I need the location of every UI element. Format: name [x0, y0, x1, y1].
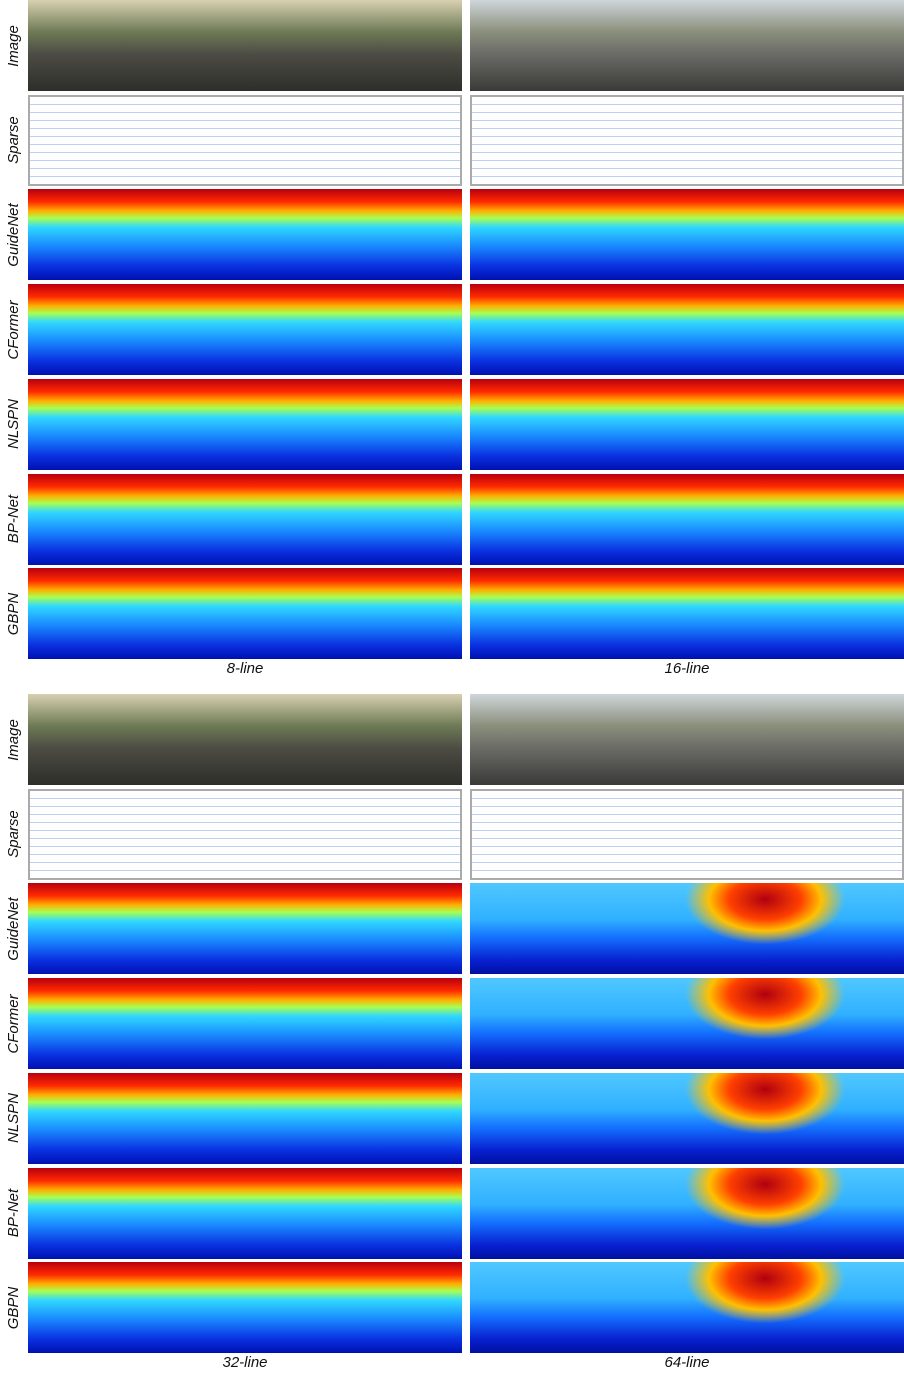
depth-map [28, 189, 462, 281]
depth-map [28, 568, 462, 660]
depth-map [470, 189, 904, 281]
row-label: CFormer [5, 300, 22, 360]
column-caption: 16-line [664, 659, 710, 677]
row-label: Image [5, 24, 22, 67]
sparse-map [28, 94, 462, 186]
row-label: GBPN [5, 1286, 22, 1329]
depth-map [470, 284, 904, 376]
depth-map [28, 284, 462, 376]
column-caption: 8-line [226, 659, 264, 677]
depth-map [470, 978, 904, 1070]
row-label: CFormer [5, 994, 22, 1054]
depth-map [28, 1167, 462, 1259]
row-label: GBPN [5, 592, 22, 635]
row-label: BP-Net [5, 1188, 22, 1238]
photo [470, 694, 904, 785]
depth-map [28, 1072, 462, 1164]
depth-map [28, 1262, 462, 1354]
row-label: Image [5, 718, 22, 761]
row-label: BP-Net [5, 494, 22, 544]
photo [470, 0, 904, 91]
column-caption: 32-line [222, 1353, 268, 1371]
depth-map [470, 883, 904, 975]
depth-map [28, 883, 462, 975]
row-label: Sparse [5, 810, 22, 858]
depth-map [28, 473, 462, 565]
depth-map [470, 1167, 904, 1259]
row-label: Sparse [5, 116, 22, 164]
depth-map [470, 1072, 904, 1164]
sparse-map [470, 94, 904, 186]
depth-map [470, 378, 904, 470]
depth-map [28, 378, 462, 470]
row-label: GuideNet [5, 897, 22, 961]
row-label: GuideNet [5, 203, 22, 267]
row-label: NLSPN [5, 1093, 22, 1144]
depth-map [470, 473, 904, 565]
depth-map [28, 978, 462, 1070]
column-caption: 64-line [664, 1353, 710, 1371]
photo [28, 694, 462, 785]
depth-map [470, 568, 904, 660]
sparse-map [28, 788, 462, 880]
sparse-map [470, 788, 904, 880]
depth-map [470, 1262, 904, 1354]
row-label: NLSPN [5, 399, 22, 450]
photo [28, 0, 462, 91]
